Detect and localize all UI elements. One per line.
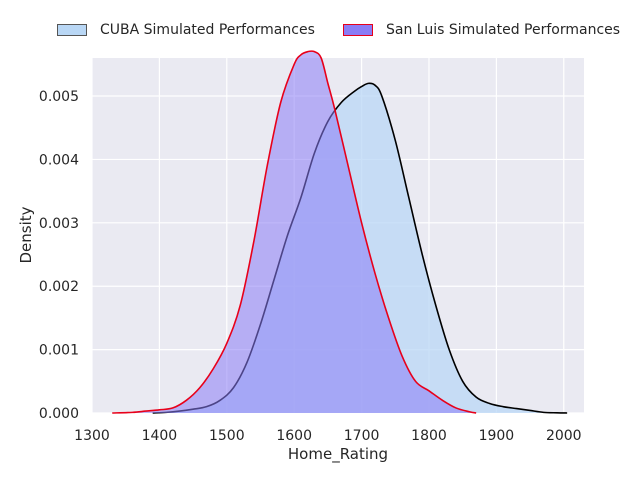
legend: CUBA Simulated Performances San Luis Sim… bbox=[0, 19, 640, 41]
y-tick-label: 0.004 bbox=[39, 152, 79, 168]
legend-swatch-cuba bbox=[57, 24, 87, 36]
x-tick-label: 1700 bbox=[344, 428, 380, 444]
legend-swatch-san-luis bbox=[343, 24, 373, 36]
x-tick-label: 1400 bbox=[142, 428, 178, 444]
legend-label-cuba: CUBA Simulated Performances bbox=[100, 22, 315, 38]
series-layer bbox=[112, 50, 568, 414]
x-tick-label: 1800 bbox=[411, 428, 447, 444]
legend-item-cuba: CUBA Simulated Performances bbox=[57, 19, 315, 41]
density-line-san-luis bbox=[112, 50, 477, 414]
x-tick-label: 1300 bbox=[74, 428, 110, 444]
legend-label-san-luis: San Luis Simulated Performances bbox=[386, 22, 621, 38]
y-tick-label: 0.001 bbox=[39, 343, 79, 359]
ticks: 1300 1400 1500 1600 1700 1800 1900 2000 0.000 0.0… bbox=[39, 89, 582, 444]
x-tick-label: 1500 bbox=[209, 428, 245, 444]
y-tick-label: 0.000 bbox=[39, 406, 79, 422]
density-area-san-luis bbox=[112, 51, 477, 414]
x-tick-label: 2000 bbox=[546, 428, 582, 444]
y-axis-label: Density bbox=[17, 206, 35, 263]
x-tick-label: 1600 bbox=[276, 428, 312, 444]
y-tick-label: 0.005 bbox=[39, 89, 79, 105]
y-tick-label: 0.003 bbox=[39, 216, 79, 232]
x-tick-label: 1900 bbox=[479, 428, 515, 444]
legend-item-san-luis: San Luis Simulated Performances bbox=[343, 19, 620, 41]
y-tick-label: 0.002 bbox=[39, 279, 79, 295]
x-axis-label: Home_Rating bbox=[288, 445, 388, 464]
